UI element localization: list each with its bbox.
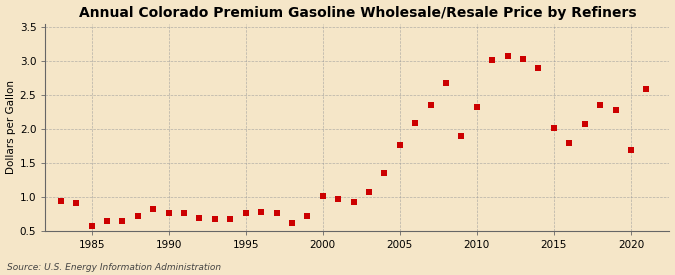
Title: Annual Colorado Premium Gasoline Wholesale/Resale Price by Refiners: Annual Colorado Premium Gasoline Wholesa… — [78, 6, 637, 20]
Point — [502, 54, 513, 58]
Point — [209, 217, 220, 221]
Point — [102, 219, 113, 223]
Point — [425, 103, 436, 108]
Point — [533, 65, 544, 70]
Point — [518, 57, 529, 61]
Point — [549, 126, 560, 131]
Point — [86, 224, 97, 229]
Point — [379, 170, 389, 175]
Point — [302, 213, 313, 218]
Point — [194, 215, 205, 220]
Point — [317, 194, 328, 198]
Point — [579, 122, 590, 127]
Point — [117, 219, 128, 223]
Text: Source: U.S. Energy Information Administration: Source: U.S. Energy Information Administ… — [7, 263, 221, 272]
Point — [595, 103, 605, 108]
Point — [163, 211, 174, 215]
Point — [410, 121, 421, 125]
Point — [225, 217, 236, 221]
Point — [179, 211, 190, 216]
Point — [132, 214, 143, 218]
Point — [564, 141, 574, 145]
Point — [471, 104, 482, 109]
Point — [71, 200, 82, 205]
Point — [394, 142, 405, 147]
Point — [641, 87, 652, 91]
Point — [256, 210, 267, 214]
Point — [148, 207, 159, 211]
Point — [55, 198, 66, 203]
Point — [286, 221, 297, 225]
Point — [456, 134, 467, 138]
Point — [441, 81, 452, 85]
Point — [333, 197, 344, 201]
Point — [240, 211, 251, 215]
Point — [610, 108, 621, 112]
Point — [626, 148, 637, 152]
Point — [271, 211, 282, 216]
Point — [487, 58, 497, 62]
Point — [364, 190, 375, 194]
Y-axis label: Dollars per Gallon: Dollars per Gallon — [5, 80, 16, 174]
Point — [348, 200, 359, 204]
